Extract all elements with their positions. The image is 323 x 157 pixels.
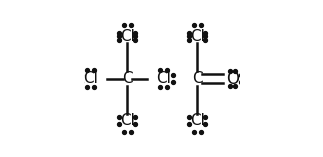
Text: Cl: Cl: [190, 29, 205, 44]
Text: Cl: Cl: [190, 113, 205, 128]
Text: C: C: [192, 71, 203, 86]
Text: Cl: Cl: [120, 29, 135, 44]
Text: Cl: Cl: [83, 71, 98, 86]
Text: Cl: Cl: [120, 113, 135, 128]
Text: C: C: [122, 71, 132, 86]
Text: O: O: [226, 70, 239, 87]
Text: Cl: Cl: [156, 71, 171, 86]
